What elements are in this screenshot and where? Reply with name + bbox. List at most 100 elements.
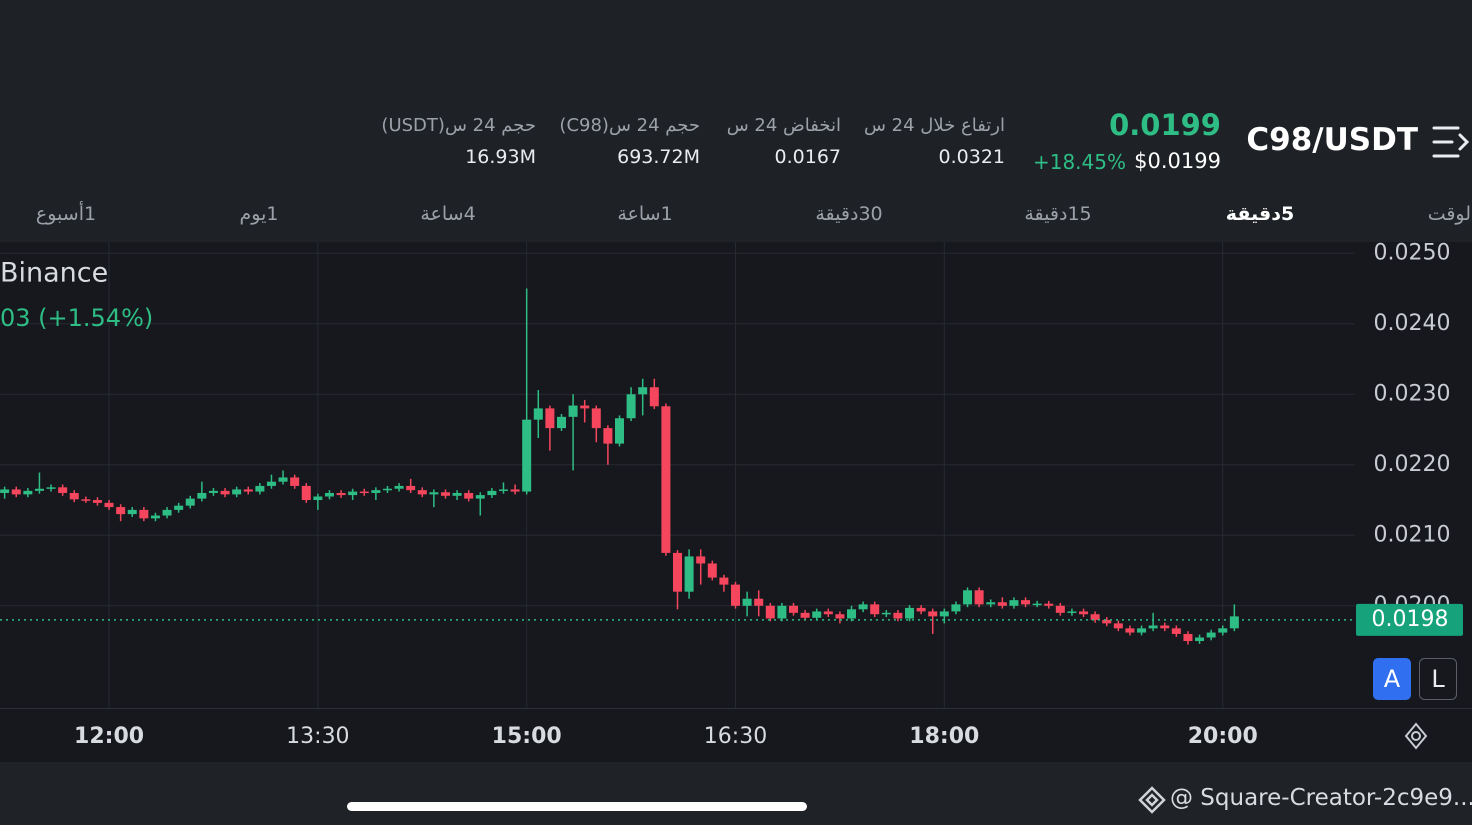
home-indicator — [347, 802, 807, 811]
candle-body — [754, 598, 764, 606]
candle-body — [533, 408, 543, 420]
candle-body — [382, 488, 392, 491]
last-price: 0.0199 — [1109, 108, 1221, 142]
candle-body — [0, 489, 10, 493]
candle-body — [197, 492, 207, 499]
candle-body — [92, 500, 102, 503]
candle-body — [1067, 611, 1077, 613]
x-tick-label: 20:00 — [1188, 724, 1258, 749]
candle-body — [881, 612, 891, 615]
price-change: +18.45% — [1032, 150, 1126, 174]
candle-body — [266, 481, 276, 486]
button-label[interactable]: L — [1431, 665, 1445, 693]
candle-body — [1137, 628, 1147, 633]
tab[interactable]: 1ساعة — [617, 203, 673, 225]
candle-body — [1218, 628, 1228, 633]
candle-body — [789, 605, 799, 613]
candle-body — [429, 492, 439, 495]
tab[interactable]: الوقت — [1427, 203, 1472, 225]
x-tick-label: 15:00 — [492, 724, 562, 749]
candle-body — [1171, 628, 1181, 634]
candle-body — [963, 590, 973, 605]
x-tick-label: 18:00 — [909, 724, 979, 749]
candle-body — [162, 509, 172, 516]
candle-body — [255, 485, 265, 492]
candle-body — [150, 515, 160, 519]
candle-body — [46, 487, 56, 489]
tab[interactable]: 1يوم — [239, 203, 279, 225]
candle-body — [1229, 616, 1239, 629]
stat-value: 693.72M — [617, 146, 700, 168]
candle-body — [649, 387, 659, 407]
candle-body — [174, 505, 184, 510]
candle-body — [23, 490, 33, 495]
tab[interactable]: 5دقيقة — [1225, 203, 1295, 225]
creator-handle[interactable]: @ Square-Creator-2c9e9... — [1170, 785, 1472, 811]
candle-body — [1102, 619, 1112, 624]
candle-body — [928, 611, 938, 617]
candle-body — [313, 496, 323, 501]
source-label: Binance — [0, 258, 108, 289]
candle-body — [951, 604, 961, 612]
candle-body — [69, 492, 79, 500]
stat-label: حجم 24 س(USDT) — [381, 115, 536, 136]
y-tick-label: 0.0230 — [1374, 381, 1451, 406]
candle-body — [1113, 623, 1123, 629]
candle-body — [661, 406, 671, 553]
auto-scale-button[interactable] — [1373, 658, 1411, 700]
settings-icon[interactable] — [1404, 722, 1428, 750]
candle-body — [1125, 628, 1135, 633]
tab[interactable]: 30دقيقة — [815, 203, 883, 225]
candle-body — [580, 405, 590, 409]
candle-body — [81, 499, 91, 501]
candle-body — [777, 605, 787, 619]
candle-body — [684, 556, 694, 592]
candle-body — [232, 489, 242, 495]
candle-body — [498, 489, 508, 491]
candle-body — [336, 492, 346, 496]
candle-body — [1206, 632, 1216, 638]
usd-price: $0.0199 — [1134, 149, 1221, 173]
candle-body — [127, 509, 137, 515]
price-tag — [1356, 603, 1463, 636]
tab[interactable]: 15دقيقة — [1024, 203, 1092, 225]
candle-body — [835, 614, 845, 619]
candle-body — [545, 408, 555, 429]
candle-body — [765, 605, 775, 619]
candle-body — [719, 577, 729, 585]
candle-body — [696, 556, 706, 564]
creator-logo — [1138, 786, 1166, 814]
candle-body — [475, 495, 485, 499]
candle-body — [905, 607, 915, 619]
stat-value: 0.0167 — [774, 146, 841, 168]
candle-body — [800, 612, 810, 618]
candlestick-chart: Binance 03 (+1.54%) A L 12:00 13:30 15:00 1… — [0, 242, 1472, 762]
candle-body — [974, 590, 984, 605]
candle-body — [324, 492, 334, 497]
pair-name[interactable]: C98/USDT — [1246, 122, 1418, 158]
candle-body — [116, 507, 126, 515]
menu-icon[interactable] — [1432, 124, 1470, 160]
candle-body — [371, 490, 381, 493]
candle-body — [673, 552, 682, 592]
tab[interactable]: 4ساعة — [420, 203, 476, 225]
settings-icon-dot — [1411, 731, 1421, 741]
candle-body — [104, 502, 114, 508]
candle-body — [742, 598, 752, 606]
candle-body — [394, 485, 404, 489]
stat-value: 16.93M — [465, 146, 536, 168]
change-label: 03 (+1.54%) — [0, 304, 153, 332]
bottom-bar — [0, 762, 1472, 825]
candle-body — [556, 416, 566, 429]
candle-body — [348, 491, 358, 496]
tab[interactable]: 1أسبوع — [35, 203, 97, 225]
stat-label: ارتفاع خلال 24 س — [863, 115, 1005, 136]
candle-body — [893, 612, 903, 619]
log-scale-button[interactable] — [1419, 658, 1457, 700]
candle-body — [220, 490, 230, 495]
candle-body — [406, 485, 416, 491]
button-label[interactable]: A — [1384, 665, 1401, 693]
candle-body — [1090, 614, 1100, 620]
candle-body — [278, 477, 288, 482]
